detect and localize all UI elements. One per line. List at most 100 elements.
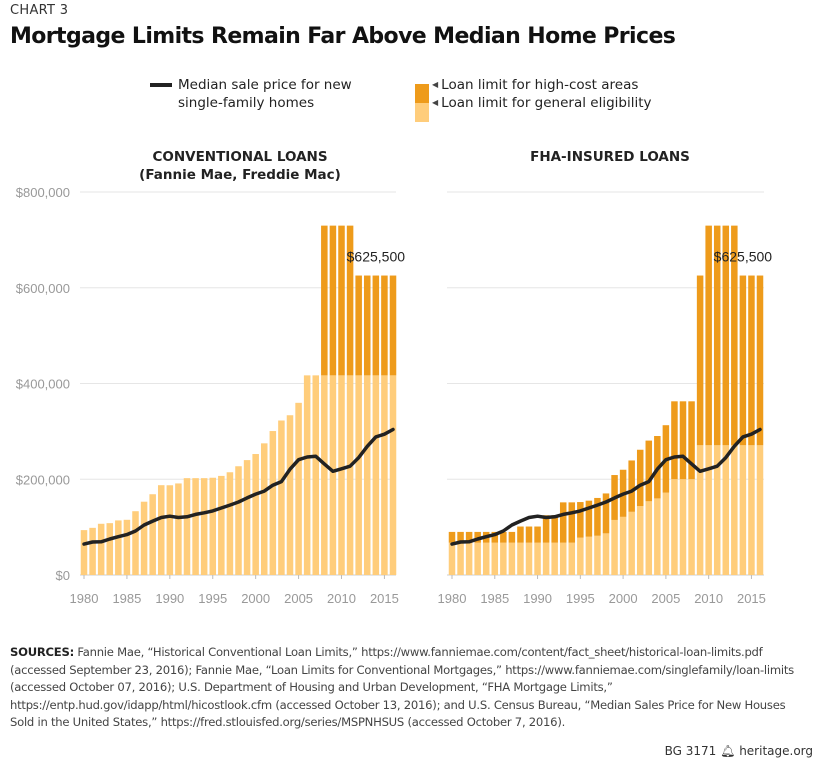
bar-high-cost bbox=[585, 500, 593, 537]
bar-general bbox=[585, 536, 593, 575]
bar-general bbox=[338, 375, 345, 575]
bar-general bbox=[372, 375, 380, 575]
bar-general bbox=[594, 535, 601, 575]
bar-high-cost bbox=[329, 225, 337, 376]
bar-high-cost bbox=[688, 401, 695, 480]
bar-general bbox=[381, 375, 388, 575]
bar-general bbox=[662, 492, 670, 575]
bar-high-cost bbox=[389, 275, 397, 376]
bar-general bbox=[654, 498, 661, 575]
bar-general bbox=[80, 530, 88, 575]
bar-high-cost bbox=[756, 275, 764, 446]
bar-high-cost bbox=[321, 225, 328, 376]
x-tick-label: 2010 bbox=[327, 591, 356, 606]
bar-general bbox=[474, 542, 481, 575]
bar-general bbox=[705, 445, 712, 575]
bar-general bbox=[89, 527, 96, 575]
bar-high-cost bbox=[739, 275, 747, 446]
bar-general bbox=[542, 542, 550, 575]
x-tick-label: 1985 bbox=[112, 591, 141, 606]
bar-general bbox=[192, 478, 199, 575]
bar-general bbox=[175, 483, 182, 575]
bar-high-cost bbox=[525, 526, 533, 543]
x-tick-label: 1990 bbox=[523, 591, 552, 606]
x-tick-label: 1995 bbox=[566, 591, 595, 606]
bar-general bbox=[226, 472, 234, 575]
bar-high-cost bbox=[381, 275, 388, 376]
bar-general bbox=[200, 478, 208, 575]
x-tick-label: 1990 bbox=[155, 591, 184, 606]
bar-general bbox=[551, 542, 558, 575]
annotation-625500: $625,500 bbox=[714, 249, 773, 265]
x-tick-label: 2005 bbox=[651, 591, 680, 606]
bar-general bbox=[696, 445, 704, 575]
y-tick-label: $400,000 bbox=[16, 377, 70, 392]
bar-general bbox=[209, 477, 217, 575]
bar-general bbox=[722, 445, 730, 575]
bar-high-cost bbox=[500, 531, 507, 543]
bar-general bbox=[166, 485, 174, 575]
bar-general bbox=[183, 478, 191, 575]
bar-high-cost bbox=[679, 401, 687, 480]
footer: BG 3171 🔔︎ heritage.org bbox=[665, 744, 813, 758]
bar-general bbox=[517, 542, 524, 575]
bar-general bbox=[482, 542, 490, 575]
pointer-left-icon: ◀ bbox=[432, 80, 439, 89]
bar-general bbox=[97, 523, 105, 575]
bar-general bbox=[577, 537, 584, 575]
bar-general bbox=[508, 542, 516, 575]
left-chart-title: CONVENTIONAL LOANS (Fannie Mae, Freddie … bbox=[110, 148, 370, 184]
median-price-line bbox=[82, 427, 395, 546]
bar-high-cost bbox=[713, 225, 721, 446]
bar-general bbox=[525, 542, 533, 575]
bar-general bbox=[329, 375, 337, 575]
bar-general bbox=[140, 501, 148, 575]
left-chart-subtitle: (Fannie Mae, Freddie Mac) bbox=[139, 167, 341, 183]
legend-high-cost-swatch bbox=[415, 84, 429, 103]
bar-high-cost bbox=[355, 275, 362, 376]
bar-high-cost bbox=[722, 225, 730, 446]
bar-general bbox=[321, 375, 328, 575]
bar-general bbox=[295, 402, 302, 575]
bar-high-cost bbox=[671, 401, 678, 480]
bar-general bbox=[303, 375, 311, 575]
bar-general bbox=[157, 485, 165, 575]
charts-svg: $0 $200,000 $400,000 $600,000 $800,000 1980 19… bbox=[16, 185, 773, 606]
bar-high-cost bbox=[517, 526, 524, 543]
bar-general bbox=[132, 511, 139, 575]
y-tick-label: $800,000 bbox=[16, 185, 70, 200]
bar-high-cost bbox=[508, 531, 516, 543]
bar-high-cost bbox=[363, 275, 371, 376]
bar-general bbox=[123, 519, 131, 575]
bar-general bbox=[149, 494, 156, 575]
bar-high-cost bbox=[645, 440, 653, 502]
x-tick-label: 2010 bbox=[694, 591, 723, 606]
bar-high-cost bbox=[568, 502, 576, 543]
bar-general bbox=[363, 375, 371, 575]
bar-high-cost bbox=[748, 275, 755, 446]
bar-general bbox=[534, 542, 541, 575]
bar-general bbox=[491, 542, 499, 575]
chart-label: CHART 3 bbox=[10, 3, 69, 18]
footer-code: BG 3171 bbox=[664, 744, 717, 758]
right-chart-title-text: FHA-INSURED LOANS bbox=[530, 149, 690, 165]
bar-high-cost bbox=[636, 449, 644, 507]
bar-general bbox=[106, 523, 114, 575]
bar-high-cost bbox=[696, 275, 704, 446]
chart-title: Mortgage Limits Remain Far Above Median … bbox=[10, 24, 676, 49]
bar-general bbox=[756, 445, 764, 575]
bar-general bbox=[218, 475, 225, 575]
bar-high-cost bbox=[465, 531, 473, 543]
bar-general bbox=[739, 445, 747, 575]
bar-general bbox=[346, 375, 354, 575]
bar-high-cost bbox=[534, 526, 541, 543]
bar-general bbox=[636, 506, 644, 575]
bar-general bbox=[559, 542, 567, 575]
x-tick-label: 2015 bbox=[737, 591, 766, 606]
bar-general bbox=[465, 542, 473, 575]
x-tick-label: 1995 bbox=[198, 591, 227, 606]
bar-general bbox=[448, 542, 456, 575]
bar-high-cost bbox=[457, 531, 464, 543]
x-tick-label: 2005 bbox=[284, 591, 313, 606]
footer-site: heritage.org bbox=[739, 744, 813, 758]
